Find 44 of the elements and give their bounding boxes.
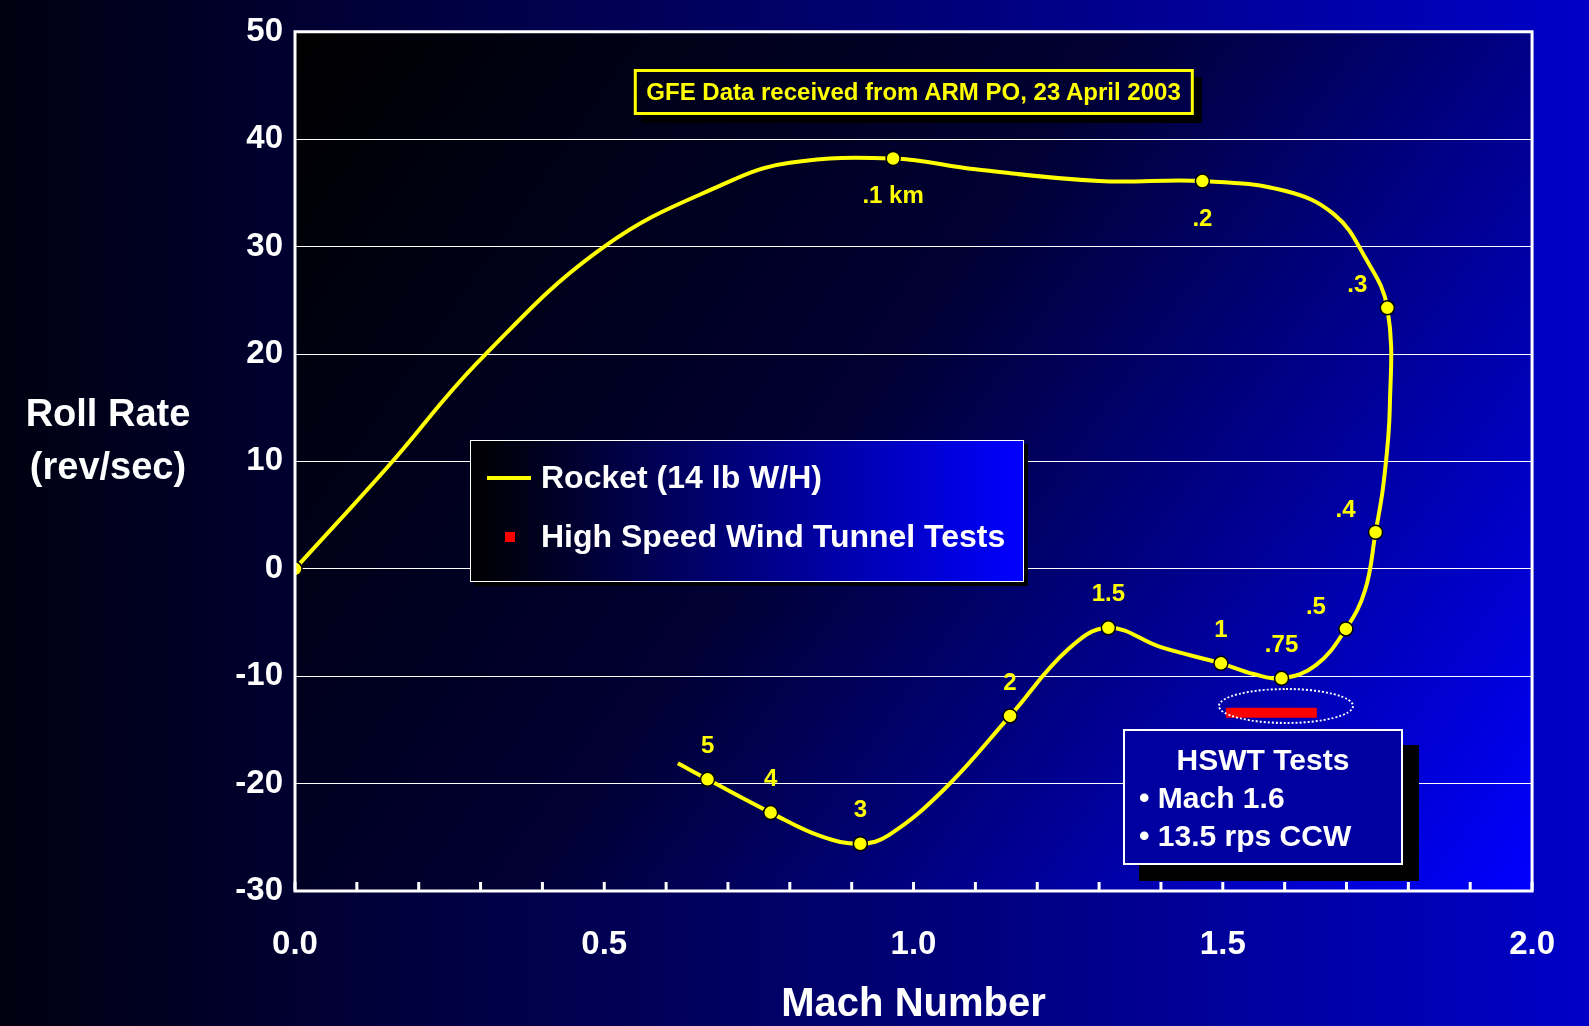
point (885, 150, 901, 167)
x-tick-label: 0.5 (581, 923, 628, 961)
y-tick-label: 30 (246, 225, 283, 263)
x-tick-label: 1.0 (890, 923, 937, 961)
point (699, 771, 716, 788)
legend-label: Rocket (14 lb W/H) (541, 459, 822, 497)
x-tick-label: 1.5 (1199, 923, 1246, 961)
y-tick-label: -20 (235, 762, 283, 800)
point (1194, 173, 1211, 189)
y-tick-label: 40 (246, 118, 283, 156)
point (1213, 655, 1229, 672)
point (1379, 300, 1396, 316)
text: GFE Data received from ARM PO, 23 April 2003 (633, 68, 1194, 115)
y-tick-label: 50 (246, 10, 283, 48)
x-tick-label: 2.0 (1509, 923, 1555, 961)
y-axis-title: Roll Rate (rev/sec) (24, 390, 192, 489)
annotation: 5 (700, 730, 715, 758)
annotation: .1 km (862, 181, 924, 209)
point (762, 804, 779, 821)
point (852, 835, 869, 852)
y-tick-label: -10 (235, 655, 283, 693)
annotation: .75 (1264, 629, 1299, 657)
annotation: 1.5 (1091, 579, 1126, 607)
point (1100, 620, 1117, 636)
legend-label: High Speed Wind Tunnel Tests (541, 518, 1006, 556)
point (1273, 670, 1290, 687)
y-tick-label: 10 (246, 440, 283, 478)
y-tick-label: -30 (235, 870, 283, 908)
point (1002, 708, 1018, 724)
x-axis-title: Mach Number (781, 980, 1046, 1025)
annotation: .4 (1335, 494, 1357, 522)
annotation: .3 (1347, 270, 1368, 298)
annotation: 1 (1214, 614, 1228, 642)
x-tick-label: 0.0 (272, 923, 318, 961)
annotation: • Mach 1.6 (1138, 780, 1286, 816)
point (1367, 524, 1384, 541)
annotation: .5 (1305, 591, 1326, 619)
y-tick-label: 20 (246, 333, 283, 371)
annotation: HSWT Tests (1175, 742, 1351, 778)
point (1338, 621, 1354, 637)
annotation: .2 (1192, 203, 1213, 231)
annotation: • 13.5 rps CCW (1138, 818, 1353, 854)
y-tick-label: 0 (264, 547, 283, 585)
annotation: 3 (853, 795, 868, 823)
